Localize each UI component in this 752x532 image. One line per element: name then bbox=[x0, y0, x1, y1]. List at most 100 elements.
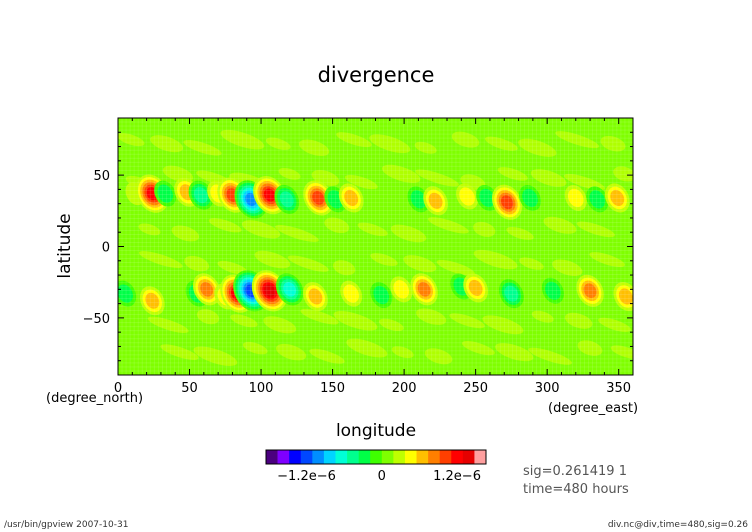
colorbar-swatch bbox=[428, 450, 440, 464]
divergence-feature bbox=[194, 187, 208, 204]
x-tick-label: 200 bbox=[392, 381, 417, 396]
colorbar-swatch bbox=[381, 450, 394, 464]
y-axis: 50 0 −50 bbox=[83, 131, 633, 362]
field-band bbox=[196, 309, 220, 325]
divergence-feature bbox=[344, 189, 359, 206]
divergence-feature bbox=[583, 283, 597, 299]
colorbar-swatch bbox=[370, 450, 383, 464]
field-band bbox=[416, 308, 447, 325]
x-tick-label: 0 bbox=[114, 381, 122, 396]
x-tick-label: 350 bbox=[606, 381, 631, 396]
field-band bbox=[300, 308, 339, 325]
field-band bbox=[263, 316, 297, 334]
field-band bbox=[530, 169, 567, 187]
field-band bbox=[118, 133, 145, 147]
x-tick-label: 250 bbox=[463, 381, 488, 396]
plot-bands bbox=[118, 129, 633, 366]
colorbar-swatch bbox=[323, 450, 336, 464]
y-axis-label: latitude bbox=[55, 213, 75, 278]
field-band bbox=[379, 318, 404, 332]
field-band bbox=[414, 141, 437, 154]
field-band bbox=[552, 259, 583, 276]
colorbar-swatch bbox=[474, 450, 487, 464]
x-tick-label: 100 bbox=[249, 381, 274, 396]
divergence-feature bbox=[410, 190, 427, 209]
field-band bbox=[461, 340, 495, 356]
x-tick-label: 300 bbox=[535, 381, 560, 396]
colorbar-tick-label: −1.2e−6 bbox=[277, 469, 336, 484]
divergence-feature bbox=[312, 191, 325, 205]
x-axis: 0 50 100 150 200 250 300 350 bbox=[114, 118, 634, 396]
divergence-feature bbox=[567, 188, 584, 208]
colorbar-swatch bbox=[347, 450, 359, 464]
field-band bbox=[391, 346, 414, 359]
field-band bbox=[577, 340, 603, 356]
divergence-feature bbox=[279, 191, 294, 208]
field-band bbox=[309, 348, 345, 364]
divergence-feature bbox=[501, 195, 514, 210]
field-band bbox=[370, 253, 398, 267]
divergence-feature bbox=[479, 188, 495, 208]
colorbar-swatch bbox=[462, 450, 475, 464]
field-band bbox=[171, 225, 200, 242]
field-band bbox=[390, 224, 427, 243]
field-band bbox=[333, 260, 356, 276]
divergence-feature bbox=[589, 190, 606, 209]
field-band bbox=[336, 132, 372, 148]
field-band bbox=[242, 341, 268, 355]
colorbar-swatch bbox=[404, 450, 417, 464]
colorbar-swatch bbox=[451, 450, 464, 464]
field-band bbox=[324, 217, 350, 234]
colorbar-swatch bbox=[312, 450, 325, 464]
x-tick-label: 150 bbox=[320, 381, 345, 396]
field-band bbox=[497, 167, 528, 181]
divergence-feature bbox=[504, 285, 519, 302]
field-band bbox=[357, 222, 388, 237]
y-tick-label: −50 bbox=[83, 312, 110, 327]
x-axis-unit: (degree_east) bbox=[548, 401, 638, 416]
field-band bbox=[506, 226, 534, 240]
field-band bbox=[217, 260, 248, 275]
time-info: time=480 hours bbox=[523, 482, 629, 497]
field-band bbox=[344, 174, 378, 190]
field-band bbox=[183, 139, 222, 156]
colorbar-tick-label: 0 bbox=[378, 469, 386, 484]
field-band bbox=[613, 166, 633, 182]
field-band bbox=[518, 138, 557, 157]
divergence-feature bbox=[468, 279, 483, 296]
divergence-feature bbox=[428, 192, 443, 209]
x-axis-label: longitude bbox=[336, 421, 416, 441]
field-band bbox=[403, 255, 437, 273]
field-band bbox=[449, 313, 485, 329]
colorbar-swatch bbox=[358, 450, 371, 464]
divergence-feature bbox=[200, 282, 214, 297]
divergence-feature bbox=[145, 292, 160, 309]
field-band bbox=[495, 343, 534, 362]
divergence-feature bbox=[373, 285, 390, 305]
divergence-feature bbox=[610, 189, 625, 206]
field-band bbox=[473, 221, 496, 237]
field-band bbox=[193, 346, 238, 366]
divergence-feature bbox=[545, 281, 561, 300]
divergence-feature bbox=[343, 284, 360, 303]
field-band bbox=[564, 312, 593, 329]
chart-title: divergence bbox=[318, 63, 435, 87]
field-band bbox=[184, 255, 210, 272]
colorbar-tick-label: 1.2e−6 bbox=[433, 469, 481, 484]
divergence-feature bbox=[522, 188, 538, 208]
field-band bbox=[436, 259, 475, 276]
field-band bbox=[600, 135, 626, 152]
field-band bbox=[473, 249, 518, 270]
colorbar-swatch bbox=[416, 450, 429, 464]
divergence-feature bbox=[263, 188, 276, 202]
field-band bbox=[528, 347, 572, 365]
x-tick-label: 50 bbox=[181, 381, 198, 396]
y-tick-label: 0 bbox=[102, 241, 110, 256]
field-band bbox=[484, 136, 518, 151]
divergence-feature bbox=[618, 288, 633, 305]
field-band bbox=[230, 314, 258, 328]
field-band bbox=[519, 257, 544, 270]
divergence-feature bbox=[283, 282, 297, 297]
field-band bbox=[138, 223, 161, 236]
